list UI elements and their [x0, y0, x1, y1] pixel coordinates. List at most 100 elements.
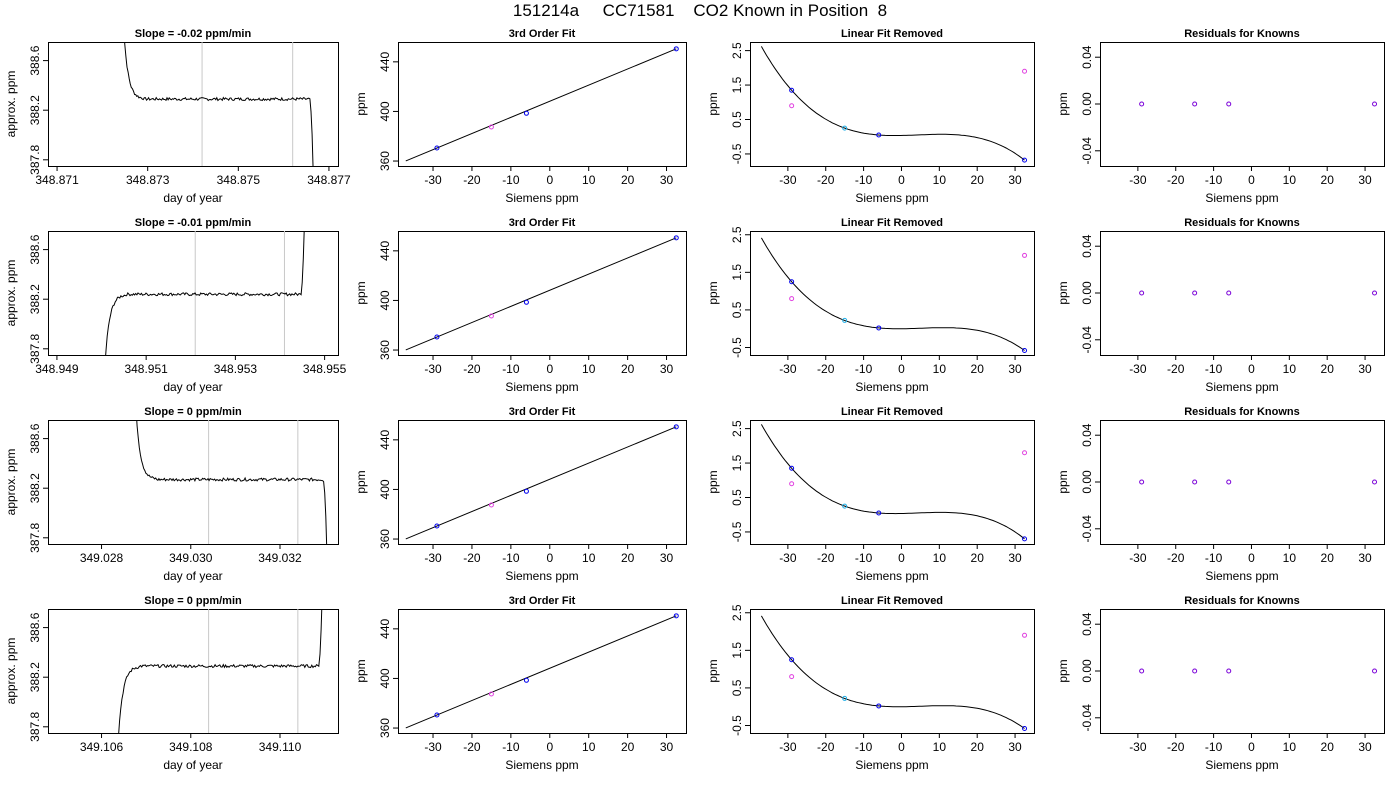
plot-area: [1139, 290, 1378, 296]
residual-point: [1226, 479, 1232, 485]
x-tick-label: 0: [546, 362, 553, 376]
y-tick-label: -0.5: [730, 337, 744, 358]
x-tick-label: 0: [1248, 551, 1255, 565]
y-tick-label: 0.00: [1080, 659, 1094, 683]
panel-row4-col2: 3rd Order Fit Siemens ppm ppm -30 -20 -10 0 10 2…: [354, 595, 687, 772]
y-tick-label: 0.5: [730, 489, 744, 506]
x-tick-label: -30: [1129, 551, 1147, 565]
x-tick-label: 20: [621, 740, 635, 754]
x-tick-label: 10: [933, 362, 947, 376]
y-axis-label: ppm: [1056, 92, 1070, 115]
x-tick-label: -20: [463, 362, 481, 376]
residual-point: [1139, 101, 1145, 107]
plot-frame: [1100, 231, 1385, 356]
x-tick-label: 30: [1358, 362, 1372, 376]
y-tick-label: -0.04: [1080, 704, 1094, 732]
residual-point: [1372, 668, 1378, 674]
x-axis-label: day of year: [163, 191, 222, 205]
x-tick-label: -30: [424, 362, 442, 376]
plot-area: [405, 613, 679, 729]
panel-title: Residuals for Knowns: [1184, 595, 1300, 607]
y-tick-label: 387.8: [28, 333, 42, 363]
plot-frame: [48, 420, 339, 545]
panel-title: Linear Fit Removed: [841, 406, 943, 418]
panel-row2-col4: Residuals for Knowns Siemens ppm ppm -30 -20…: [1056, 217, 1385, 394]
residual-point: [1372, 101, 1378, 107]
residual-point: [1192, 290, 1198, 296]
y-tick-label: 0.5: [730, 111, 744, 128]
x-tick-label: -10: [855, 551, 873, 565]
y-tick-label: 400: [378, 479, 392, 499]
plot-frame: [398, 42, 687, 167]
y-axis-label: ppm: [354, 659, 368, 682]
y-tick-label: 360: [378, 340, 392, 360]
x-tick-label: -20: [817, 740, 835, 754]
plot-area: [405, 235, 679, 351]
y-tick-label: 388.2: [28, 95, 42, 125]
y-tick-label: -0.5: [730, 715, 744, 736]
data-point: [876, 510, 882, 516]
y-axis-label: approx. ppm: [4, 449, 18, 516]
y-tick-label: 0.00: [1080, 92, 1094, 116]
data-point: [1022, 252, 1028, 258]
x-tick-label: -10: [1205, 551, 1223, 565]
data-point: [488, 691, 494, 697]
x-tick-label: -10: [855, 173, 873, 187]
x-tick-label: 0: [1248, 740, 1255, 754]
data-point: [673, 235, 679, 241]
x-tick-label: 349.028: [80, 551, 124, 565]
y-axis-label: ppm: [706, 470, 720, 493]
x-tick-label: -10: [502, 362, 520, 376]
panel-row3-col1: Slope = 0 ppm/min day of year approx. ppm 3…: [4, 406, 339, 583]
x-tick-label: 20: [621, 551, 635, 565]
y-axis-label: ppm: [354, 92, 368, 115]
data-point: [673, 46, 679, 52]
panel-row1-col4: Residuals for Knowns Siemens ppm ppm -30 -20…: [1056, 28, 1385, 205]
x-tick-label: 10: [1283, 740, 1297, 754]
y-axis-label: ppm: [354, 281, 368, 304]
x-tick-label: -20: [1167, 173, 1185, 187]
y-tick-label: 0.5: [730, 679, 744, 696]
x-tick-label: 10: [933, 740, 947, 754]
x-axis-label: Siemens ppm: [505, 191, 578, 205]
y-tick-label: 388.2: [28, 284, 42, 314]
y-tick-label: 360: [378, 151, 392, 171]
data-point: [789, 657, 795, 663]
x-axis-label: Siemens ppm: [505, 569, 578, 583]
plot-area: [405, 46, 679, 162]
x-tick-label: -30: [779, 551, 797, 565]
x-tick-label: 10: [1283, 173, 1297, 187]
x-tick-label: 348.875: [217, 173, 261, 187]
data-point: [434, 523, 440, 529]
x-tick-label: 20: [1321, 362, 1335, 376]
data-point: [789, 103, 795, 109]
plot-area: [760, 237, 1028, 353]
x-axis-label: Siemens ppm: [1205, 380, 1278, 394]
cubic-fit-curve: [760, 615, 1025, 729]
x-tick-label: -10: [855, 362, 873, 376]
x-tick-label: 30: [1008, 173, 1022, 187]
panel-title: Slope = -0.01 ppm/min: [135, 217, 252, 229]
panel-row3-col4: Residuals for Knowns Siemens ppm ppm -30 -20…: [1056, 406, 1385, 583]
x-tick-label: -10: [502, 173, 520, 187]
x-tick-label: 0: [1248, 173, 1255, 187]
y-tick-label: 0.04: [1080, 234, 1094, 258]
x-tick-label: 0: [546, 551, 553, 565]
data-point: [842, 125, 848, 131]
x-axis-label: Siemens ppm: [505, 758, 578, 772]
plot-area: [118, 609, 323, 733]
x-tick-label: -20: [817, 362, 835, 376]
x-axis-label: Siemens ppm: [1205, 569, 1278, 583]
panel-row2-col2: 3rd Order Fit Siemens ppm ppm -30 -20 -10 0 10 2…: [354, 217, 687, 394]
plot-frame: [398, 420, 687, 545]
y-tick-label: 400: [378, 290, 392, 310]
y-tick-label: 388.6: [28, 234, 42, 264]
data-point: [523, 110, 529, 116]
x-tick-label: -30: [779, 740, 797, 754]
x-tick-label: 0: [898, 173, 905, 187]
page-title: 151214a CC71581 CO2 Known in Position 8: [512, 1, 888, 20]
x-tick-label: 349.108: [169, 740, 213, 754]
residual-point: [1226, 290, 1232, 296]
panel-title: Slope = 0 ppm/min: [144, 595, 242, 607]
y-tick-label: 0.00: [1080, 470, 1094, 494]
